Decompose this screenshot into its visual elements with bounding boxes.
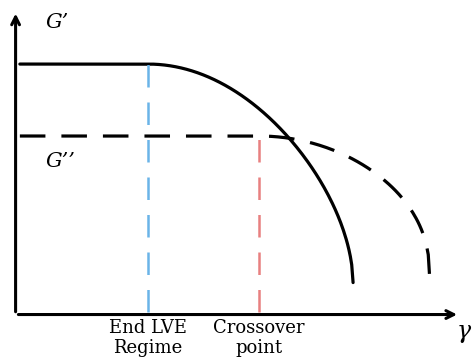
Text: G’’: G’’ [46, 152, 75, 171]
Text: End LVE
Regime: End LVE Regime [109, 318, 187, 357]
Text: Crossover
point: Crossover point [213, 318, 305, 357]
Text: G’: G’ [46, 13, 69, 32]
Text: γ: γ [457, 320, 471, 343]
